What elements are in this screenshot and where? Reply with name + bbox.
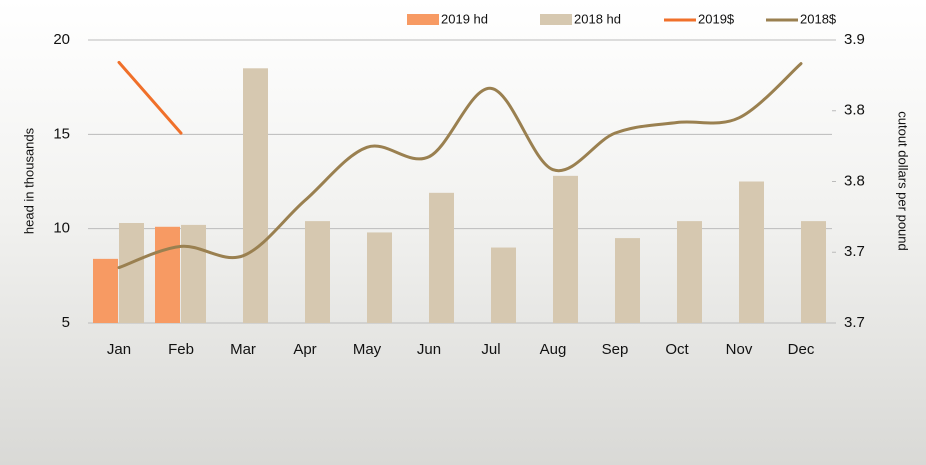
x-tick-label: Jul xyxy=(481,341,500,358)
y2-tick-label: 3.8 xyxy=(844,172,865,189)
bar xyxy=(93,258,118,323)
x-tick-label: Oct xyxy=(665,341,689,358)
legend-label: 2018 hd xyxy=(574,11,621,26)
line-series xyxy=(117,60,183,135)
legend-swatch xyxy=(540,14,572,25)
x-tick-label: Jan xyxy=(107,341,131,358)
bar xyxy=(739,181,764,323)
bar xyxy=(181,224,206,323)
bar xyxy=(429,192,454,323)
x-tick-label: Sep xyxy=(602,341,629,358)
x-tick-label: Jun xyxy=(417,341,441,358)
x-tick-label: May xyxy=(353,341,382,358)
y2-tick-label: 3.7 xyxy=(844,314,865,331)
bar xyxy=(801,221,826,323)
bar xyxy=(677,221,702,323)
bar xyxy=(119,223,144,323)
legend-swatch xyxy=(407,14,439,25)
y-tick-label: 10 xyxy=(53,220,70,237)
bar xyxy=(367,232,392,323)
bar xyxy=(615,238,640,323)
bar xyxy=(491,247,516,323)
line-series xyxy=(117,62,803,270)
x-tick-label: Feb xyxy=(168,341,194,358)
bar xyxy=(243,68,268,323)
y2-tick-label: 3.8 xyxy=(844,102,865,119)
y2-tick-label: 3.9 xyxy=(844,31,865,48)
x-tick-label: Apr xyxy=(293,341,316,358)
legend-label: 2019$ xyxy=(698,11,735,26)
y-tick-label: 20 xyxy=(53,31,70,48)
x-tick-label: Nov xyxy=(726,341,753,358)
bar xyxy=(553,175,578,323)
y-tick-label: 5 xyxy=(62,314,70,331)
legend-label: 2019 hd xyxy=(441,11,488,26)
x-tick-label: Mar xyxy=(230,341,256,358)
x-tick-label: Dec xyxy=(788,341,815,358)
bar xyxy=(155,226,180,323)
y2-tick-label: 3.7 xyxy=(844,243,865,260)
x-tick-label: Aug xyxy=(540,341,567,358)
bar xyxy=(305,221,330,323)
y2-axis-title: cutout dollars per pound xyxy=(896,111,911,250)
y-axis-title: head in thousands xyxy=(21,127,36,234)
y-tick-label: 15 xyxy=(53,125,70,142)
legend-label: 2018$ xyxy=(800,11,837,26)
